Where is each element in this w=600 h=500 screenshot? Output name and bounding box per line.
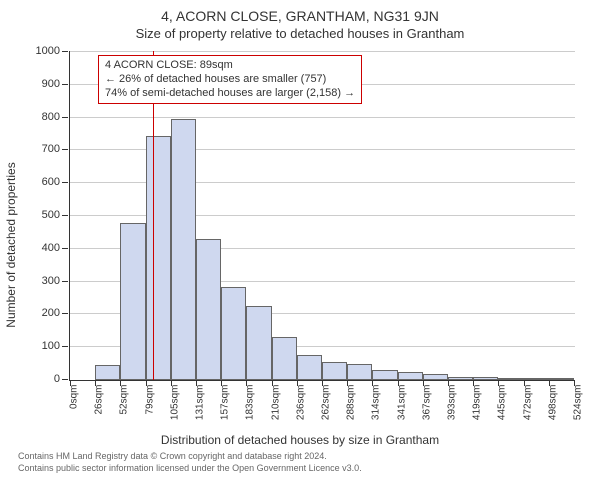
x-axis-label: Distribution of detached houses by size … — [15, 433, 585, 447]
x-tick-label: 288sqm — [346, 385, 357, 421]
y-tick — [62, 313, 68, 314]
y-tick-label: 400 — [26, 242, 60, 254]
histogram-bar — [196, 239, 221, 380]
y-tick — [62, 379, 68, 380]
y-tick — [62, 117, 68, 118]
x-tick-label: 262sqm — [321, 385, 332, 421]
y-tick — [62, 149, 68, 150]
histogram-bar — [448, 377, 473, 380]
annotation-line3: 74% of semi-detached houses are larger (… — [105, 87, 355, 101]
y-axis-label: Number of detached properties — [4, 162, 18, 327]
x-tick-label: 131sqm — [195, 385, 206, 421]
histogram-bar — [524, 378, 549, 380]
x-tick-label: 341sqm — [396, 385, 407, 421]
x-tick-label: 524sqm — [573, 385, 584, 421]
histogram-bar — [549, 378, 574, 380]
annotation-line2: ← 26% of detached houses are smaller (75… — [105, 73, 355, 87]
gridline — [70, 117, 575, 118]
x-tick-label: 0sqm — [69, 385, 80, 409]
attribution-footer: Contains HM Land Registry data © Crown c… — [18, 451, 592, 474]
histogram-bar — [498, 378, 523, 380]
footer-line2: Contains public sector information licen… — [18, 463, 592, 475]
y-tick — [62, 182, 68, 183]
y-tick-label: 600 — [26, 176, 60, 188]
plot-area: 010020030040050060070080090010000sqm26sq… — [69, 51, 575, 381]
histogram-bar — [146, 136, 171, 380]
y-tick-label: 500 — [26, 209, 60, 221]
y-tick-label: 800 — [26, 111, 60, 123]
x-tick-label: 367sqm — [421, 385, 432, 421]
y-tick-label: 700 — [26, 143, 60, 155]
gridline — [70, 51, 575, 52]
histogram-bar — [95, 365, 120, 380]
x-tick-label: 79sqm — [144, 385, 155, 415]
histogram-bar — [473, 377, 498, 380]
y-tick — [62, 281, 68, 282]
x-tick-label: 498sqm — [547, 385, 558, 421]
y-tick — [62, 346, 68, 347]
x-tick-label: 314sqm — [371, 385, 382, 421]
x-tick-label: 210sqm — [270, 385, 281, 421]
y-tick — [62, 84, 68, 85]
address-title: 4, ACORN CLOSE, GRANTHAM, NG31 9JN — [8, 8, 592, 24]
x-tick-label: 52sqm — [119, 385, 130, 415]
x-tick-label: 472sqm — [522, 385, 533, 421]
x-tick-label: 183sqm — [245, 385, 256, 421]
x-tick-label: 157sqm — [220, 385, 231, 421]
x-tick-label: 445sqm — [497, 385, 508, 421]
y-tick-label: 300 — [26, 275, 60, 287]
histogram-bar — [272, 337, 297, 380]
x-tick-label: 419sqm — [472, 385, 483, 421]
annotation-box: 4 ACORN CLOSE: 89sqm ← 26% of detached h… — [98, 55, 362, 104]
y-tick-label: 100 — [26, 340, 60, 352]
y-tick — [62, 51, 68, 52]
histogram-bar — [347, 364, 372, 380]
chart-container: Number of detached properties 0100200300… — [15, 45, 585, 445]
chart-subtitle: Size of property relative to detached ho… — [8, 26, 592, 41]
histogram-bar — [322, 362, 347, 380]
histogram-bar — [221, 287, 246, 380]
y-tick — [62, 215, 68, 216]
y-tick-label: 0 — [26, 373, 60, 385]
histogram-bar — [372, 370, 397, 380]
histogram-bar — [423, 374, 448, 380]
histogram-bar — [171, 119, 196, 380]
annotation-line1: 4 ACORN CLOSE: 89sqm — [105, 59, 355, 73]
y-tick — [62, 248, 68, 249]
y-tick-label: 200 — [26, 307, 60, 319]
footer-line1: Contains HM Land Registry data © Crown c… — [18, 451, 592, 463]
x-tick-label: 393sqm — [447, 385, 458, 421]
x-tick-label: 26sqm — [94, 385, 105, 415]
x-tick-label: 236sqm — [295, 385, 306, 421]
histogram-bar — [246, 306, 271, 380]
histogram-bar — [297, 355, 322, 380]
histogram-bar — [120, 223, 145, 380]
x-tick-label: 105sqm — [169, 385, 180, 421]
histogram-bar — [398, 372, 423, 380]
y-tick-label: 900 — [26, 78, 60, 90]
y-tick-label: 1000 — [26, 45, 60, 57]
